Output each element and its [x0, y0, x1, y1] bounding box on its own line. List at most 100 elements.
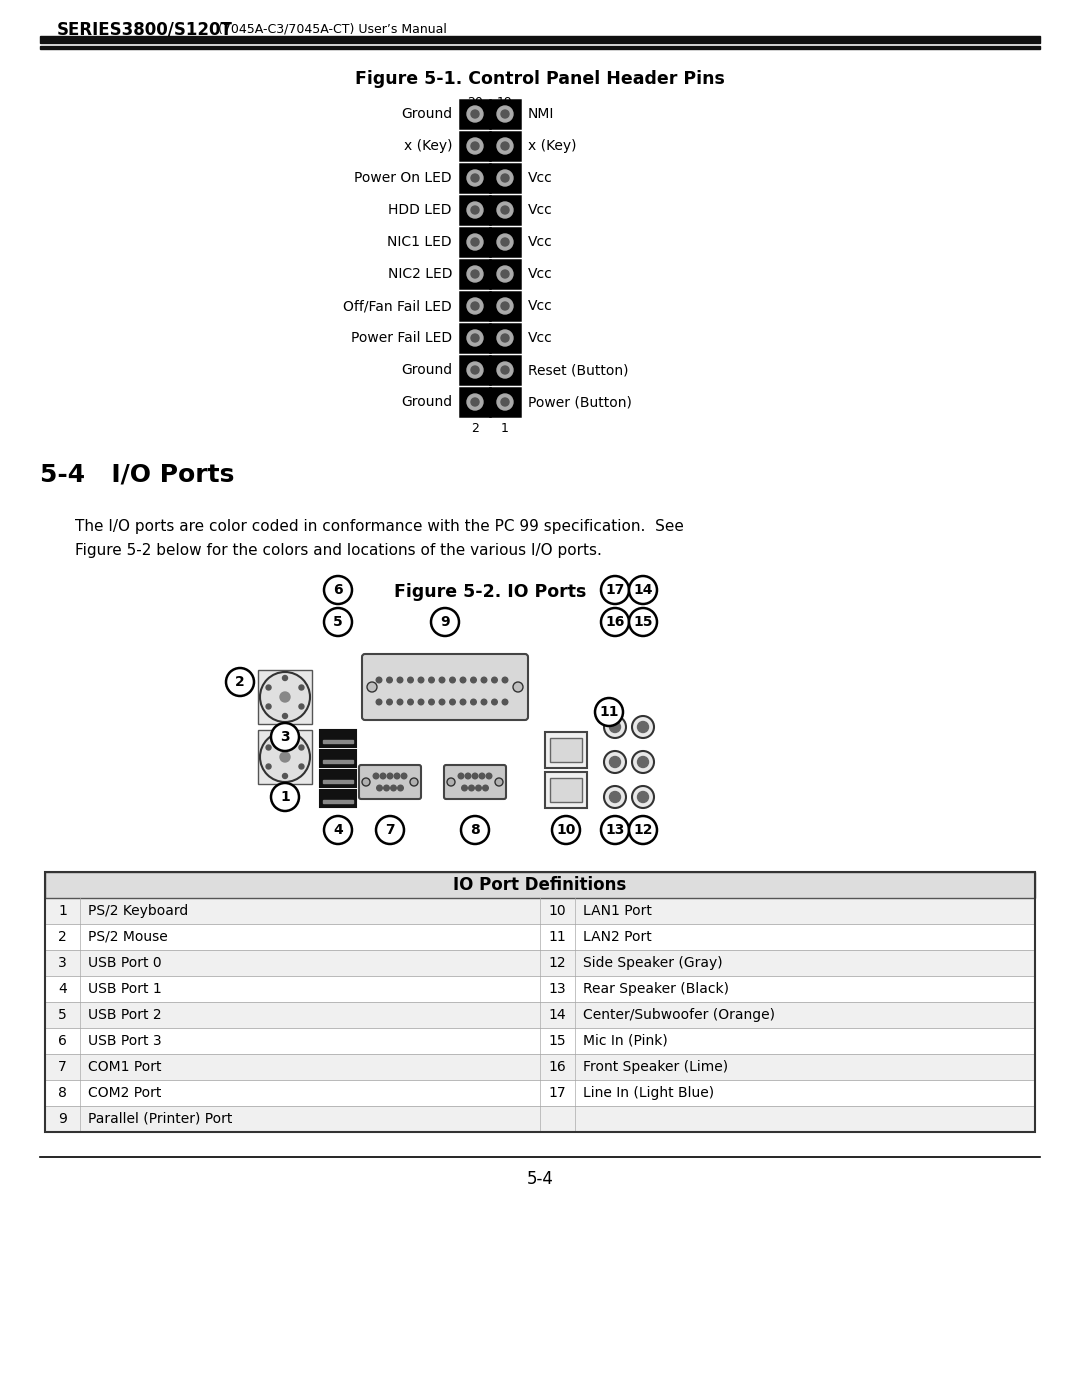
Circle shape	[418, 678, 423, 683]
Circle shape	[324, 816, 352, 844]
Text: 1: 1	[58, 904, 67, 918]
Bar	[460, 356, 490, 384]
Circle shape	[471, 398, 480, 407]
Circle shape	[324, 608, 352, 636]
Text: HDD LED: HDD LED	[389, 203, 453, 217]
Circle shape	[380, 773, 386, 778]
Text: Ground: Ground	[401, 395, 453, 409]
Text: Center/Subwoofer (Orange): Center/Subwoofer (Orange)	[583, 1009, 775, 1023]
Circle shape	[497, 394, 513, 409]
Text: 3: 3	[58, 956, 67, 970]
Circle shape	[482, 700, 487, 705]
Text: 10: 10	[549, 904, 566, 918]
Text: 2: 2	[58, 930, 67, 944]
Circle shape	[471, 302, 480, 310]
Circle shape	[471, 700, 476, 705]
Circle shape	[486, 773, 491, 778]
Text: The I/O ports are color coded in conformance with the PC 99 specification.  See: The I/O ports are color coded in conform…	[75, 518, 684, 534]
Circle shape	[501, 302, 509, 310]
Circle shape	[280, 692, 291, 703]
Text: 1: 1	[280, 789, 289, 805]
Text: Vcc: Vcc	[528, 267, 553, 281]
Bar	[45, 872, 1035, 898]
Circle shape	[387, 678, 392, 683]
Text: x (Key): x (Key)	[404, 138, 453, 154]
Text: Vcc: Vcc	[528, 203, 553, 217]
Circle shape	[497, 138, 513, 154]
Text: 6: 6	[58, 1034, 67, 1048]
Circle shape	[440, 678, 445, 683]
Circle shape	[410, 778, 418, 787]
Bar	[258, 731, 312, 784]
Circle shape	[475, 785, 482, 791]
Circle shape	[609, 757, 621, 767]
Circle shape	[632, 717, 654, 738]
Bar	[460, 292, 490, 320]
Bar	[460, 101, 490, 129]
Circle shape	[501, 237, 509, 246]
Circle shape	[299, 764, 303, 768]
Bar	[490, 388, 519, 416]
Bar	[45, 1028, 1035, 1053]
Circle shape	[376, 678, 382, 683]
Text: Figure 5-2. IO Ports: Figure 5-2. IO Ports	[394, 583, 586, 601]
Text: 5-4   I/O Ports: 5-4 I/O Ports	[40, 462, 234, 486]
Circle shape	[497, 106, 513, 122]
Text: NIC2 LED: NIC2 LED	[388, 267, 453, 281]
Bar	[45, 923, 1035, 950]
Circle shape	[637, 757, 648, 767]
Bar	[460, 228, 490, 256]
Circle shape	[266, 704, 271, 710]
Circle shape	[458, 773, 463, 778]
Circle shape	[501, 110, 509, 117]
Text: PS/2 Keyboard: PS/2 Keyboard	[87, 904, 188, 918]
Circle shape	[283, 676, 287, 680]
Bar	[320, 731, 356, 747]
Circle shape	[376, 700, 382, 705]
Text: 5: 5	[58, 1009, 67, 1023]
Bar	[460, 196, 490, 224]
Circle shape	[299, 685, 303, 690]
Circle shape	[226, 668, 254, 696]
Text: 4: 4	[58, 982, 67, 996]
Text: USB Port 2: USB Port 2	[87, 1009, 162, 1023]
Text: LAN1 Port: LAN1 Port	[583, 904, 652, 918]
Circle shape	[471, 142, 480, 149]
Text: 15: 15	[549, 1034, 566, 1048]
Bar	[460, 260, 490, 288]
Circle shape	[502, 700, 508, 705]
Bar	[490, 163, 519, 191]
Circle shape	[604, 787, 626, 807]
Bar	[490, 324, 519, 352]
Bar	[490, 196, 519, 224]
Text: 17: 17	[605, 583, 624, 597]
Bar	[323, 780, 353, 782]
Text: 6: 6	[334, 583, 342, 597]
Circle shape	[271, 724, 299, 752]
Text: PS/2 Mouse: PS/2 Mouse	[87, 930, 167, 944]
Circle shape	[471, 270, 480, 278]
Circle shape	[460, 678, 465, 683]
Text: Power (Button): Power (Button)	[528, 395, 632, 409]
Text: 7: 7	[58, 1060, 67, 1074]
Circle shape	[609, 721, 621, 732]
Text: NMI: NMI	[528, 108, 554, 122]
Bar	[550, 778, 582, 802]
Circle shape	[629, 608, 657, 636]
Text: 13: 13	[605, 823, 624, 837]
Text: USB Port 0: USB Port 0	[87, 956, 162, 970]
Text: Reset (Button): Reset (Button)	[528, 363, 629, 377]
Text: 1: 1	[501, 422, 509, 436]
Circle shape	[501, 175, 509, 182]
Circle shape	[467, 235, 483, 250]
Circle shape	[495, 778, 503, 787]
Text: 15: 15	[633, 615, 652, 629]
Circle shape	[280, 752, 291, 761]
Circle shape	[501, 366, 509, 374]
Text: Rear Speaker (Black): Rear Speaker (Black)	[583, 982, 729, 996]
Circle shape	[513, 682, 523, 692]
Bar	[45, 1106, 1035, 1132]
Circle shape	[266, 764, 271, 768]
Text: 3: 3	[280, 731, 289, 745]
Text: 14: 14	[549, 1009, 566, 1023]
